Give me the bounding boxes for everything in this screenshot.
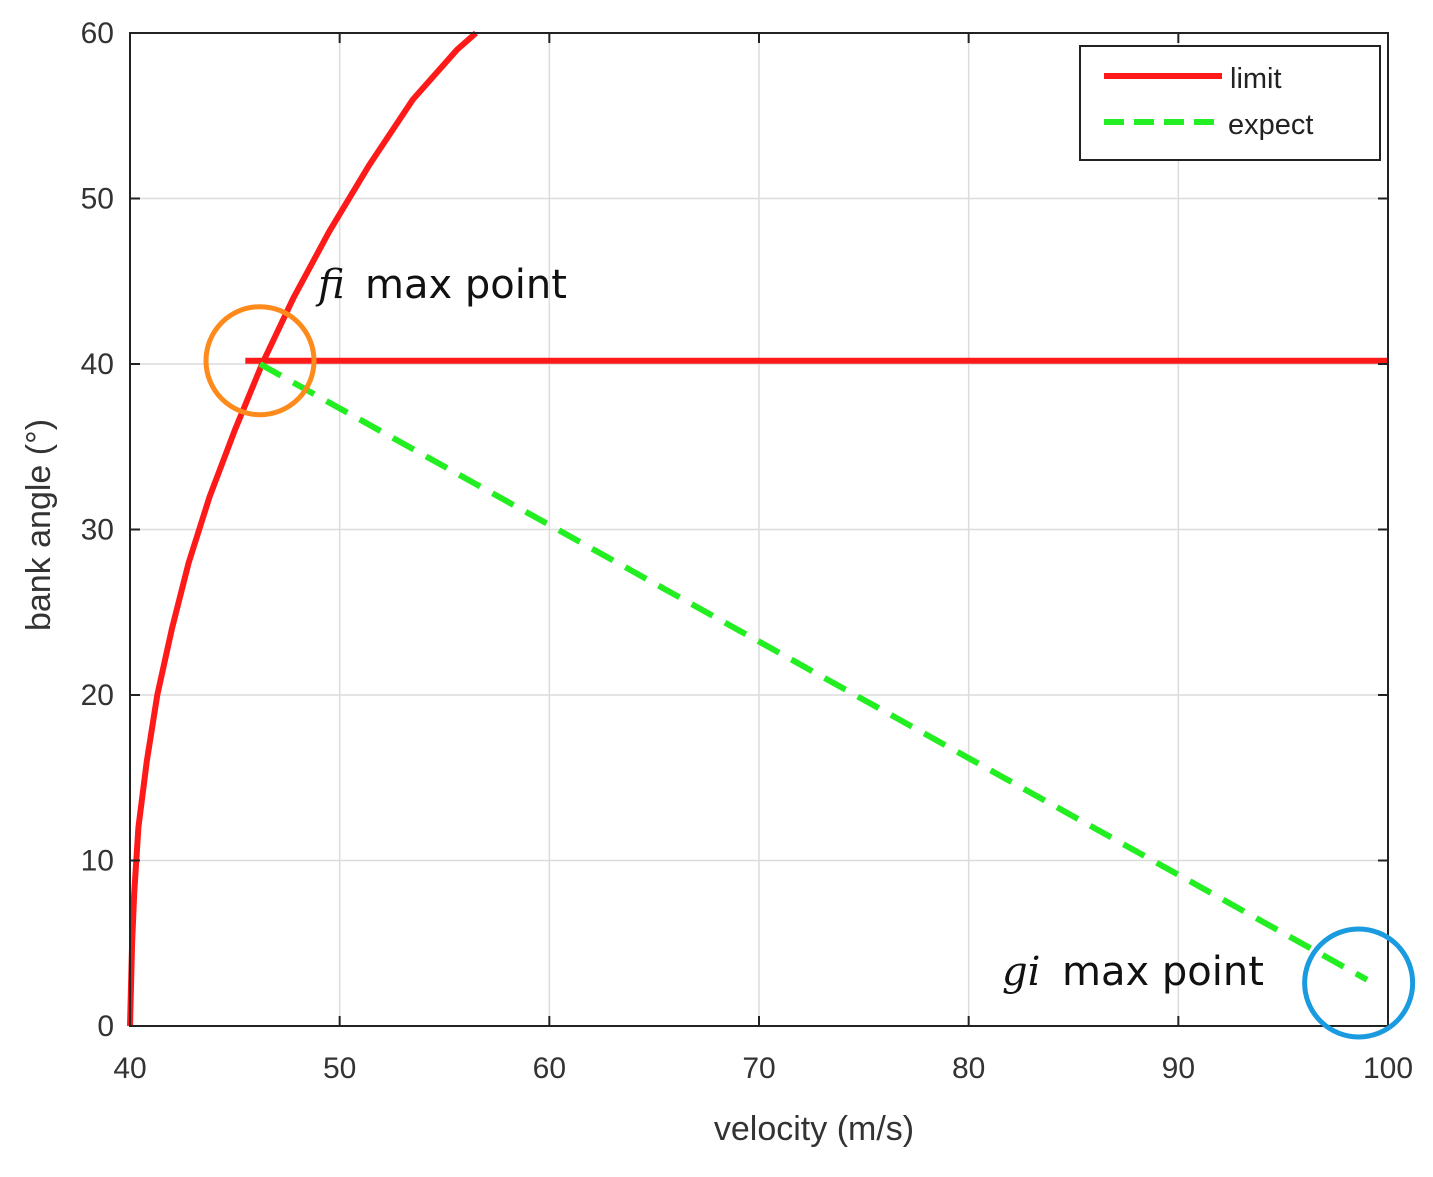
annotation-fi-label: max point bbox=[365, 262, 567, 308]
series-line-expect bbox=[258, 361, 1369, 983]
x-tick-label: 100 bbox=[1363, 1052, 1413, 1085]
x-tick-label: 80 bbox=[952, 1052, 985, 1085]
series-layer bbox=[127, 30, 1388, 1027]
annotation-gi-italic: gi bbox=[1002, 949, 1040, 995]
y-tick-label: 30 bbox=[81, 514, 114, 547]
annotation-fi-italic: fi bbox=[315, 262, 345, 308]
legend-label-limit: limit bbox=[1230, 63, 1282, 95]
annotation-gi-label: max point bbox=[1062, 949, 1264, 995]
y-tick-label: 0 bbox=[97, 1010, 114, 1043]
annotation-circles bbox=[203, 304, 1416, 1040]
x-axis-label: velocity (m/s) bbox=[714, 1110, 914, 1148]
annotation-circle-gi bbox=[1302, 926, 1416, 1040]
y-tick-label: 10 bbox=[81, 845, 114, 878]
y-tick-label: 50 bbox=[81, 183, 114, 216]
y-axis-label: bank angle (°) bbox=[20, 419, 58, 631]
series-line-limit bbox=[127, 30, 478, 1027]
x-tick-label: 90 bbox=[1162, 1052, 1195, 1085]
x-tick-label: 40 bbox=[113, 1052, 146, 1085]
x-tick-label: 50 bbox=[323, 1052, 356, 1085]
axis-ticks: 40 50 60 70 80 90 100 0 10 20 30 40 50 60 bbox=[81, 17, 1413, 1085]
legend-label-expect: expect bbox=[1228, 109, 1313, 141]
x-tick-label: 60 bbox=[533, 1052, 566, 1085]
y-tick-label: 20 bbox=[81, 679, 114, 712]
annotation-circle-fi bbox=[203, 304, 317, 418]
annotation-fi: fi max point bbox=[315, 262, 567, 308]
x-tick-label: 70 bbox=[742, 1052, 775, 1085]
annotation-gi: gi max point bbox=[1002, 949, 1264, 995]
grid bbox=[130, 33, 1388, 1026]
y-tick-label: 60 bbox=[81, 17, 114, 50]
legend: limit expect bbox=[1079, 45, 1381, 161]
legend-box bbox=[1079, 45, 1381, 161]
y-tick-label: 40 bbox=[81, 348, 114, 381]
